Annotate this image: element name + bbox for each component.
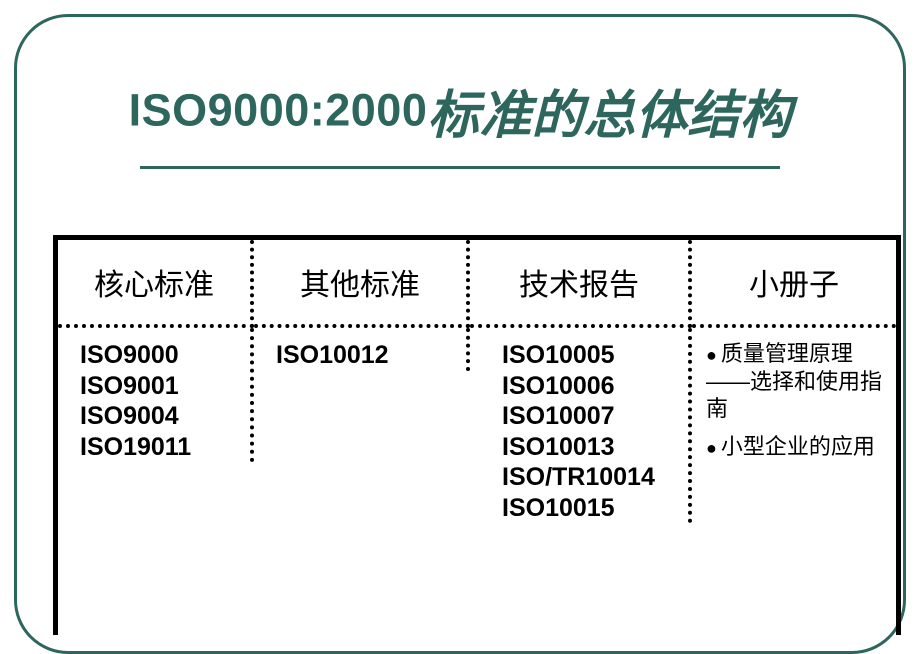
list-item: ISO9000 xyxy=(80,340,236,371)
header-booklets: 小册子 xyxy=(692,240,896,328)
list-item: ISO10015 xyxy=(502,493,674,524)
list-item: ISO9004 xyxy=(80,401,236,432)
list-item: ISO10005 xyxy=(502,340,674,371)
header-other-standards: 其他标准 xyxy=(254,240,470,328)
table-body-row: ISO9000 ISO9001 ISO9004 ISO19011 ISO1001… xyxy=(58,328,896,628)
list-item: ISO10013 xyxy=(502,432,674,463)
cell-technical-reports: ISO10005 ISO10006 ISO10007 ISO10013 ISO/… xyxy=(470,328,692,523)
header-core-standards: 核心标准 xyxy=(58,240,254,328)
slide-title: ISO9000:2000标准的总体结构 xyxy=(17,73,903,148)
standards-table: 核心标准 其他标准 技术报告 小册子 ISO9000 ISO9001 ISO90… xyxy=(53,235,901,635)
technical-reports-list: ISO10005 ISO10006 ISO10007 ISO10013 ISO/… xyxy=(502,340,674,523)
header-technical-reports: 技术报告 xyxy=(470,240,692,328)
list-item: ISO10012 xyxy=(276,340,452,371)
core-standards-list: ISO9000 ISO9001 ISO9004 ISO19011 xyxy=(80,340,236,462)
slide-frame: ISO9000:2000标准的总体结构 核心标准 其他标准 技术报告 小册子 I… xyxy=(14,14,906,654)
title-underline xyxy=(140,166,780,169)
list-item: ISO10007 xyxy=(502,401,674,432)
cell-booklets: ●质量管理原理――选择和使用指南 ●小型企业的应用 xyxy=(692,328,896,470)
booklet-text: 小型企业的应用 xyxy=(721,434,875,459)
booklet-text: 质量管理原理――选择和使用指南 xyxy=(706,341,882,421)
bullet-icon: ● xyxy=(706,345,717,365)
other-standards-list: ISO10012 xyxy=(276,340,452,371)
list-item: ISO19011 xyxy=(80,432,236,463)
booklets-list: ●质量管理原理――选择和使用指南 ●小型企业的应用 xyxy=(706,340,888,460)
bullet-icon: ● xyxy=(706,438,717,458)
list-item: ISO/TR10014 xyxy=(502,462,674,493)
table-header-row: 核心标准 其他标准 技术报告 小册子 xyxy=(58,240,896,328)
cell-other-standards: ISO10012 xyxy=(254,328,470,371)
list-item: ●小型企业的应用 xyxy=(706,433,888,461)
cell-core-standards: ISO9000 ISO9001 ISO9004 ISO19011 xyxy=(58,328,254,462)
list-item: ISO9001 xyxy=(80,371,236,402)
title-cjk: 标准的总体结构 xyxy=(427,88,791,145)
title-latin: ISO9000:2000 xyxy=(129,85,428,136)
list-item: ●质量管理原理――选择和使用指南 xyxy=(706,340,888,423)
list-item: ISO10006 xyxy=(502,371,674,402)
